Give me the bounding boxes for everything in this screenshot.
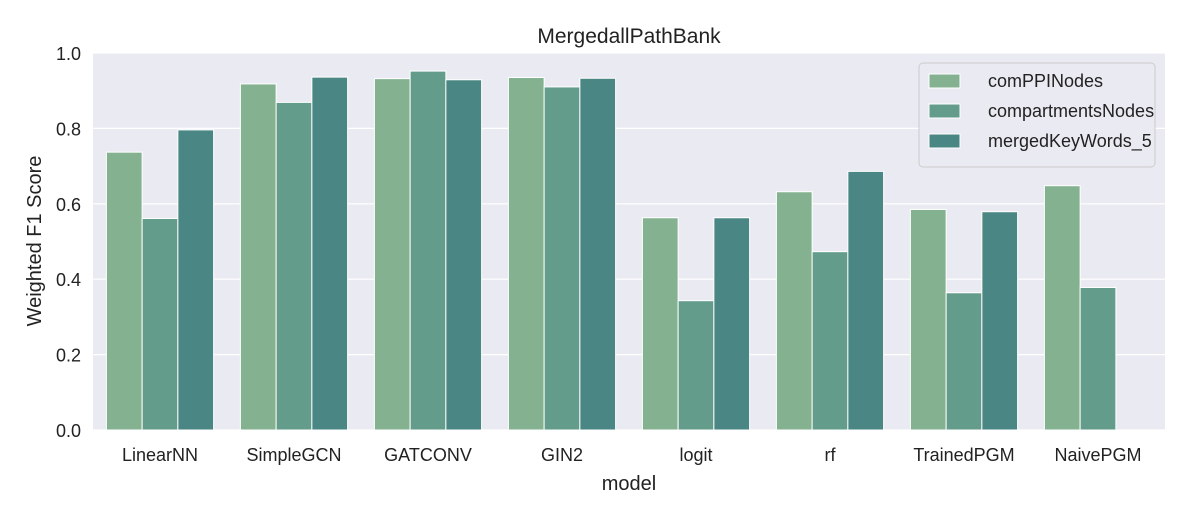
legend-box (918, 62, 1156, 168)
bar-compartmentsNodes-GATCONV (409, 70, 447, 431)
bar-comPPINodes-NaivePGM (1043, 185, 1081, 431)
x-axis-ticks: LinearNN SimpleGCN GATCONV GIN2 logit rf Train… (122, 445, 1142, 465)
bars (105, 70, 1117, 431)
x-tick-label: SimpleGCN (246, 445, 341, 465)
bar-comPPINodes-TrainedPGM (909, 208, 947, 431)
bar-compartmentsNodes-logit (677, 300, 715, 431)
y-tick-label: 0.2 (56, 346, 81, 366)
bar-mergedKeyWords_5-logit (713, 217, 751, 431)
legend-label: comPPINodes (988, 71, 1103, 91)
x-tick-label: logit (679, 445, 712, 465)
bar-compartmentsNodes-rf (811, 251, 849, 431)
bar-mergedKeyWords_5-GATCONV (445, 79, 483, 431)
y-tick-label: 0.8 (56, 119, 81, 139)
bar-comPPINodes-GIN2 (507, 77, 545, 431)
bar-compartmentsNodes-SimpleGCN (275, 101, 313, 431)
legend-label: compartmentsNodes (988, 101, 1154, 121)
bar-compartmentsNodes-TrainedPGM (945, 292, 983, 431)
legend-label: mergedKeyWords_5 (988, 131, 1152, 152)
x-tick-label: LinearNN (122, 445, 198, 465)
chart-title: MergedallPathBank (537, 25, 721, 48)
bar-comPPINodes-SimpleGCN (239, 83, 277, 431)
bar-comPPINodes-LinearNN (105, 151, 143, 431)
y-axis-ticks: 0.0 0.2 0.4 0.6 0.8 1.0 (56, 44, 81, 441)
bar-comPPINodes-logit (641, 217, 679, 431)
legend: comPPINodes compartmentsNodes mergedKeyWor… (918, 62, 1156, 168)
y-tick-label: 0.4 (56, 270, 81, 290)
x-tick-label: GIN2 (541, 445, 583, 465)
x-tick-label: NaivePGM (1054, 445, 1141, 465)
bar-mergedKeyWords_5-TrainedPGM (981, 211, 1019, 431)
y-axis-label: Weighted F1 Score (24, 156, 46, 327)
bar-mergedKeyWords_5-SimpleGCN (311, 76, 349, 431)
bar-compartmentsNodes-LinearNN (141, 218, 179, 431)
legend-swatch (928, 103, 961, 119)
y-tick-label: 1.0 (56, 44, 81, 64)
y-tick-label: 0.0 (56, 421, 81, 441)
x-tick-label: GATCONV (384, 445, 472, 465)
legend-swatch (928, 73, 961, 89)
y-tick-label: 0.6 (56, 195, 81, 215)
x-tick-label: TrainedPGM (913, 445, 1014, 465)
bar-mergedKeyWords_5-LinearNN (177, 129, 215, 431)
x-axis-label: model (602, 473, 656, 495)
bar-mergedKeyWords_5-rf (847, 170, 885, 431)
bar-mergedKeyWords_5-GIN2 (579, 77, 617, 431)
bar-compartmentsNodes-NaivePGM (1079, 286, 1117, 431)
legend-swatch (928, 133, 961, 149)
bar-compartmentsNodes-GIN2 (543, 86, 581, 431)
bar-comPPINodes-GATCONV (373, 78, 411, 431)
x-tick-label: rf (825, 445, 837, 465)
bar-comPPINodes-rf (775, 191, 813, 431)
